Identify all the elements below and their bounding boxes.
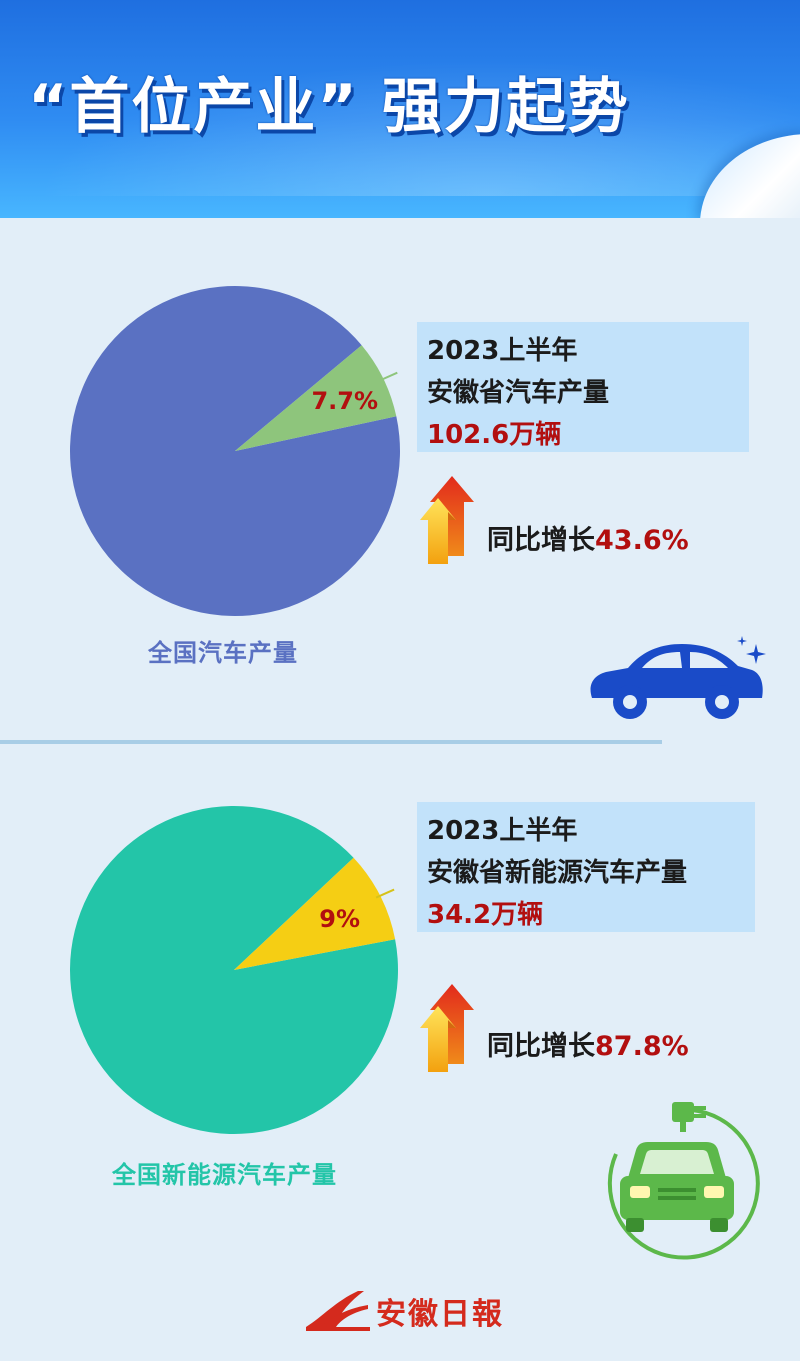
leader-line <box>378 371 398 382</box>
info-box-nev: 2023上半年 安徽省新能源汽车产量 34.2万辆 <box>417 802 755 932</box>
electric-car-icon <box>607 1102 760 1260</box>
footer-logo: 安徽日報 <box>306 1287 506 1333</box>
slice-label-anhui: 9% <box>319 905 360 933</box>
info-value: 102.6万辆 <box>427 420 562 450</box>
growth-arrows-icon <box>420 984 474 1072</box>
header-wave <box>0 36 800 196</box>
header-banner: “首位产业” 强力起势 <box>0 0 800 218</box>
pie-slice-anhui <box>234 857 396 970</box>
growth-value: 43.6% <box>595 525 689 556</box>
info-period: 2023上半年 <box>427 816 578 846</box>
pie-chart-national-auto: 7.7% <box>69 286 400 616</box>
leader-line <box>375 888 395 899</box>
pie-caption: 全国汽车产量 <box>148 639 298 667</box>
growth-arrows-icon <box>420 476 474 564</box>
growth-value: 87.8% <box>595 1031 689 1062</box>
slice-label-anhui: 7.7% <box>311 387 378 415</box>
pie-slice-rest <box>69 286 400 616</box>
pie-slice-anhui <box>235 345 397 451</box>
growth-rate-nev: 同比增长87.8% <box>487 1024 689 1063</box>
page-title: “首位产业” 强力起势 <box>28 72 630 142</box>
growth-rate-auto: 同比增长43.6% <box>487 518 689 557</box>
section-divider <box>0 740 662 744</box>
pie-slice-rest <box>70 806 399 1134</box>
car-icon <box>590 636 766 719</box>
growth-label: 同比增长 <box>487 525 595 556</box>
info-period: 2023上半年 <box>427 336 578 366</box>
newspaper-logo-icon <box>306 1291 370 1331</box>
pie-chart-national-nev: 9% <box>70 806 399 1134</box>
info-value: 34.2万辆 <box>427 900 544 930</box>
info-metric: 安徽省新能源汽车产量 <box>427 858 688 888</box>
growth-label: 同比增长 <box>487 1031 595 1062</box>
info-metric: 安徽省汽车产量 <box>427 378 610 408</box>
footer-logo-text: 安徽日報 <box>376 1297 504 1332</box>
info-box-auto: 2023上半年 安徽省汽车产量 102.6万辆 <box>417 322 749 452</box>
pie-caption: 全国新能源汽车产量 <box>112 1161 337 1189</box>
